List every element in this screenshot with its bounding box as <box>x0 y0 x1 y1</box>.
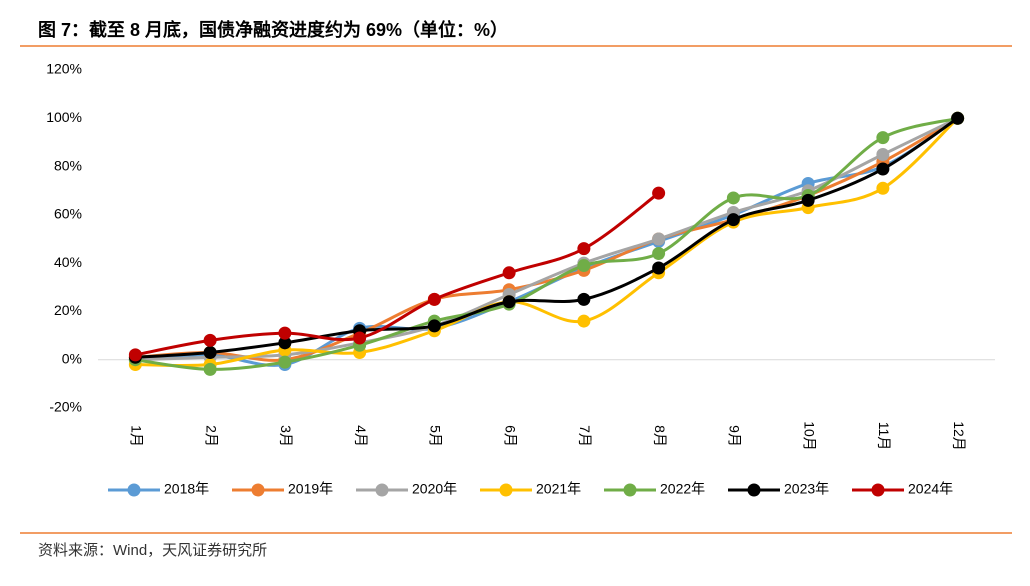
x-tick-label: 5月 <box>428 425 444 447</box>
data-point <box>427 292 441 306</box>
y-tick-label: 100% <box>46 109 82 125</box>
x-tick-label: 6月 <box>502 425 518 447</box>
chart-title: 图 7：截至 8 月底，国债净融资进度约为 69%（单位：%） <box>38 19 508 40</box>
x-tick-label: 10月 <box>801 421 817 451</box>
series-line <box>135 117 959 367</box>
legend-marker <box>623 483 637 497</box>
data-point <box>876 162 890 176</box>
legend-marker <box>375 483 389 497</box>
data-point <box>577 314 591 328</box>
data-point <box>502 266 516 280</box>
x-tick-label: 4月 <box>353 425 369 447</box>
x-tick-label: 12月 <box>951 421 967 451</box>
x-tick-label: 1月 <box>129 425 145 447</box>
legend-label: 2020年 <box>412 481 457 497</box>
x-tick-label: 8月 <box>652 425 668 447</box>
data-point <box>726 213 740 227</box>
x-tick-label: 11月 <box>876 422 892 451</box>
legend-label: 2023年 <box>784 481 829 497</box>
series-line <box>135 116 959 362</box>
series-line <box>135 117 959 368</box>
data-point <box>876 148 890 161</box>
data-point <box>726 191 740 205</box>
data-point <box>652 186 666 200</box>
legend-marker <box>871 483 885 497</box>
data-point <box>577 292 591 306</box>
y-tick-label: 0% <box>62 350 82 366</box>
legend-marker <box>127 483 141 497</box>
x-tick-label: 7月 <box>577 425 593 447</box>
data-point <box>652 261 666 275</box>
data-point <box>203 345 217 359</box>
data-point <box>278 355 292 369</box>
y-tick-label: 40% <box>54 254 82 270</box>
legend-marker <box>747 483 761 497</box>
x-tick-label: 9月 <box>727 425 743 447</box>
data-point <box>278 336 292 350</box>
series-line <box>135 117 959 359</box>
data-point <box>203 333 217 347</box>
data-point <box>577 242 591 256</box>
source: 资料来源：Wind，天风证券研究所 <box>38 542 267 559</box>
data-point <box>652 232 666 246</box>
data-point <box>577 259 591 273</box>
data-point <box>801 193 815 207</box>
legend-marker <box>499 483 513 497</box>
legend-label: 2021年 <box>536 481 581 497</box>
legend-label: 2018年 <box>164 481 209 497</box>
series-line <box>135 116 958 371</box>
y-tick-label: -20% <box>49 399 82 415</box>
data-point <box>876 131 890 145</box>
legend-label: 2024年 <box>908 481 953 497</box>
series-line <box>135 116 959 362</box>
data-point <box>353 331 367 345</box>
data-point <box>652 246 666 260</box>
data-point <box>876 181 890 195</box>
y-tick-label: 80% <box>54 157 82 173</box>
data-point <box>502 295 516 309</box>
legend-label: 2019年 <box>288 481 333 497</box>
legend-marker <box>251 483 265 497</box>
data-point <box>951 111 965 125</box>
data-point <box>203 362 217 376</box>
y-tick-label: 60% <box>54 206 82 222</box>
x-tick-label: 2月 <box>203 425 219 447</box>
data-point <box>128 348 142 362</box>
y-tick-label: 120% <box>46 61 82 77</box>
data-point <box>278 326 292 340</box>
legend-label: 2022年 <box>660 481 705 497</box>
y-tick-label: 20% <box>54 302 82 318</box>
x-tick-label: 3月 <box>278 425 294 447</box>
data-point <box>427 319 441 333</box>
